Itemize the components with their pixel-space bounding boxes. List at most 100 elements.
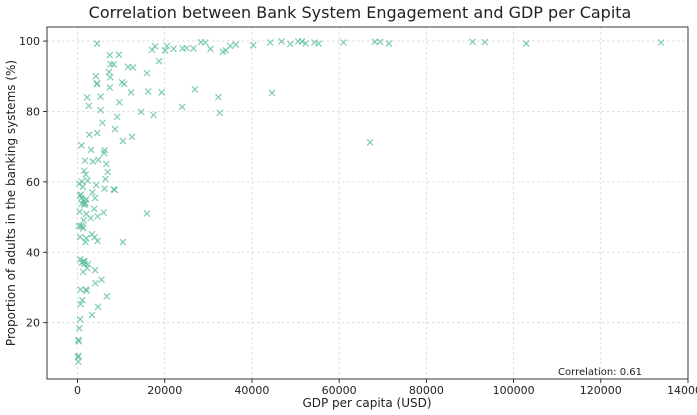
data-point <box>110 185 118 193</box>
data-point <box>178 103 186 111</box>
x-tick-label: 0 <box>74 384 81 397</box>
data-point <box>97 106 105 114</box>
data-point <box>149 111 157 119</box>
data-point <box>101 185 108 192</box>
data-point <box>115 98 123 106</box>
data-point <box>113 113 121 121</box>
x-tick-label: 40000 <box>234 384 269 397</box>
data-point <box>79 268 87 276</box>
data-point <box>91 194 99 202</box>
data-point <box>385 40 393 47</box>
axis-ticks: 0 20000 40000 60000 80000 100000 120000 140000 2… <box>19 35 697 397</box>
data-point <box>93 129 101 137</box>
data-point <box>106 73 114 81</box>
data-point <box>366 139 374 146</box>
data-point <box>82 210 90 218</box>
data-point <box>76 208 84 216</box>
data-point <box>481 38 489 46</box>
data-point <box>91 279 99 287</box>
x-tick-label: 80000 <box>409 384 444 397</box>
x-tick-label: 100000 <box>493 384 535 397</box>
chart-title: Correlation between Bank System Engageme… <box>89 3 632 22</box>
data-point <box>232 41 240 49</box>
data-point <box>105 68 113 76</box>
data-point <box>190 45 197 52</box>
data-point <box>103 292 111 300</box>
data-point <box>214 93 222 101</box>
data-point <box>80 167 88 175</box>
data-point <box>102 175 109 183</box>
data-point <box>90 205 98 213</box>
data-point <box>74 353 82 361</box>
data-point <box>93 40 101 47</box>
data-point <box>144 87 152 95</box>
x-tick-label: 20000 <box>147 384 182 397</box>
data-point <box>98 119 106 127</box>
y-tick-label: 20 <box>26 317 40 330</box>
data-point <box>80 216 88 224</box>
data-point <box>75 180 83 188</box>
data-point <box>82 171 90 178</box>
data-point <box>77 300 85 308</box>
data-point <box>137 108 145 116</box>
data-point <box>371 38 379 46</box>
plot-frame <box>46 26 689 380</box>
data-point <box>119 238 127 246</box>
x-tick-label: 60000 <box>322 384 357 397</box>
data-point <box>78 296 86 304</box>
x-tick-label: 140000 <box>667 384 697 397</box>
data-point <box>97 93 105 101</box>
data-point <box>88 230 96 238</box>
correlation-annotation: Correlation: 0.61 <box>558 367 642 378</box>
data-point <box>119 137 127 145</box>
data-point <box>75 324 83 332</box>
data-point <box>310 39 318 46</box>
data-point <box>92 181 100 189</box>
data-point <box>294 38 302 45</box>
y-axis-label: Proportion of adults in the banking syst… <box>4 60 18 346</box>
data-point <box>78 259 86 267</box>
data-point <box>77 286 85 294</box>
data-point <box>92 72 100 80</box>
data-point <box>98 276 105 284</box>
y-tick-label: 40 <box>26 246 40 259</box>
data-points <box>74 38 665 366</box>
data-point <box>111 125 119 133</box>
data-point <box>657 39 665 46</box>
data-point <box>115 51 123 59</box>
data-point <box>78 200 86 208</box>
data-point <box>76 315 84 323</box>
data-point <box>81 238 89 246</box>
y-tick-label: 80 <box>26 105 40 118</box>
data-point <box>107 60 115 68</box>
data-point <box>94 303 102 311</box>
data-point <box>106 51 114 59</box>
data-point <box>91 266 99 274</box>
data-point <box>170 45 177 53</box>
data-point <box>84 177 91 184</box>
data-point <box>76 255 84 263</box>
data-point <box>163 42 171 50</box>
data-point <box>340 39 347 46</box>
data-point <box>93 80 101 88</box>
data-point <box>219 48 227 56</box>
data-point <box>376 38 384 46</box>
data-point <box>102 160 110 168</box>
x-tick-label: 120000 <box>580 384 622 397</box>
data-point <box>286 40 294 48</box>
data-point <box>249 41 257 49</box>
data-point <box>88 189 96 196</box>
data-point <box>216 109 224 117</box>
data-point <box>81 157 89 165</box>
data-point <box>278 38 286 45</box>
data-point <box>268 89 276 97</box>
data-point <box>148 46 156 54</box>
data-point <box>124 63 132 71</box>
x-axis-label: GDP per capita (USD) <box>302 396 431 410</box>
data-point <box>161 47 169 55</box>
data-point <box>128 133 136 141</box>
data-point <box>104 168 112 176</box>
data-point <box>89 158 97 165</box>
data-point <box>75 337 83 345</box>
data-point <box>127 89 135 96</box>
